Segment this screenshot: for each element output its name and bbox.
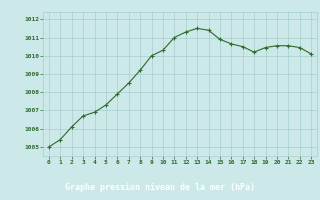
- Text: Graphe pression niveau de la mer (hPa): Graphe pression niveau de la mer (hPa): [65, 182, 255, 192]
